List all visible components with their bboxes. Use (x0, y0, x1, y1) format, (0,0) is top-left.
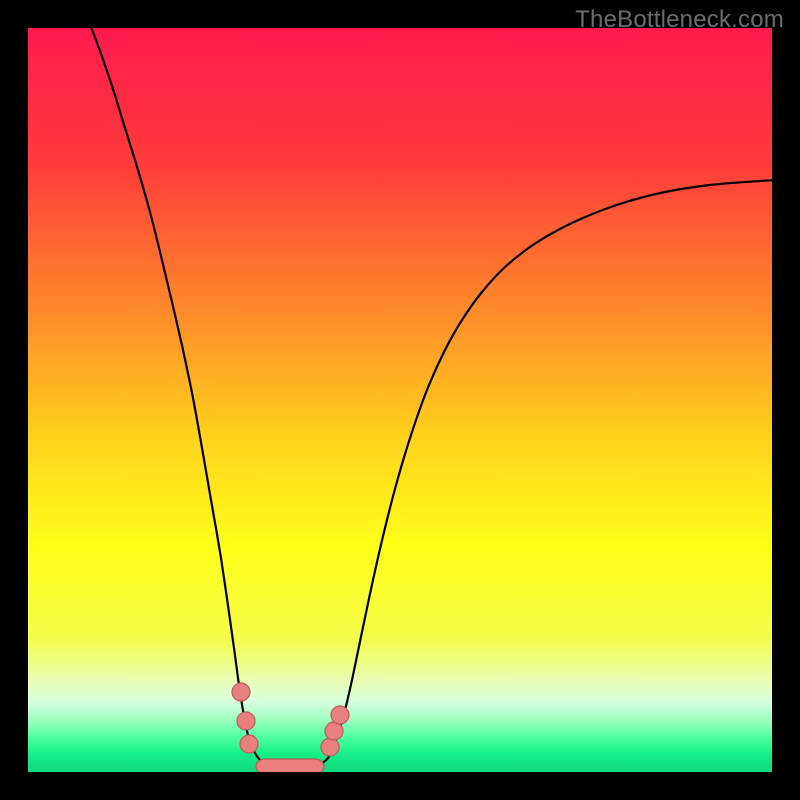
bottleneck-chart: TheBottleneck.com (0, 0, 800, 800)
data-marker (237, 712, 255, 730)
data-marker (325, 722, 343, 740)
data-marker (240, 735, 258, 753)
chart-svg (0, 0, 800, 800)
optimal-range-band (256, 759, 324, 774)
data-marker (321, 738, 339, 756)
data-marker (232, 683, 250, 701)
watermark-text: TheBottleneck.com (575, 6, 784, 34)
gradient-background (28, 28, 772, 772)
data-marker (331, 706, 349, 724)
